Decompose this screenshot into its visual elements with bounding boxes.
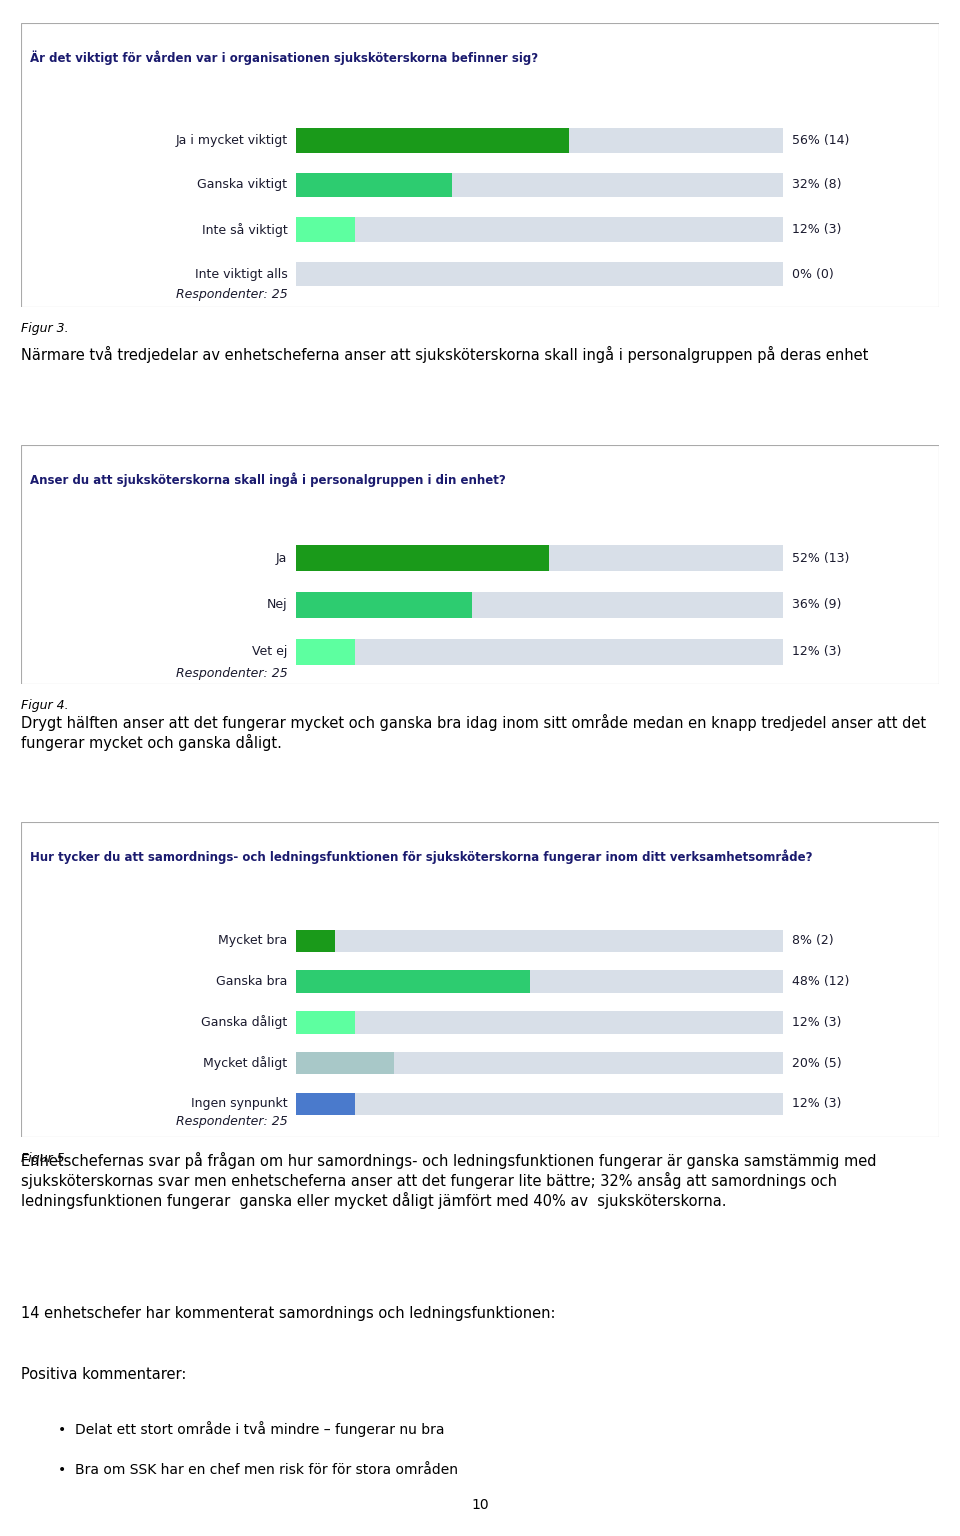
FancyBboxPatch shape xyxy=(297,127,569,152)
Text: 12% (3): 12% (3) xyxy=(792,1015,841,1029)
Text: •  Delat ett stort område i två mindre – fungerar nu bra: • Delat ett stort område i två mindre – … xyxy=(59,1421,444,1436)
Text: Enhetschefernas svar på frågan om hur samordnings- och ledningsfunktionen funger: Enhetschefernas svar på frågan om hur sa… xyxy=(21,1152,876,1209)
Text: 32% (8): 32% (8) xyxy=(792,178,842,192)
Text: Ja i mycket viktigt: Ja i mycket viktigt xyxy=(175,134,287,147)
FancyBboxPatch shape xyxy=(297,127,782,152)
FancyBboxPatch shape xyxy=(297,172,782,197)
Text: Figur 3.: Figur 3. xyxy=(21,323,69,335)
FancyBboxPatch shape xyxy=(297,591,471,617)
Text: Nej: Nej xyxy=(267,599,287,611)
Text: Ganska dåligt: Ganska dåligt xyxy=(201,1015,287,1029)
Text: Inte så viktigt: Inte så viktigt xyxy=(202,223,287,237)
Text: Är det viktigt för vården var i organisationen sjuksköterskorna befinner sig?: Är det viktigt för vården var i organisa… xyxy=(31,51,539,65)
Text: 14 enhetschefer har kommenterat samordnings och ledningsfunktionen:: 14 enhetschefer har kommenterat samordni… xyxy=(21,1306,556,1321)
FancyBboxPatch shape xyxy=(297,1052,394,1074)
Text: Ingen synpunkt: Ingen synpunkt xyxy=(191,1097,287,1111)
Text: 20% (5): 20% (5) xyxy=(792,1057,842,1069)
Text: Mycket dåligt: Mycket dåligt xyxy=(204,1057,287,1071)
FancyBboxPatch shape xyxy=(297,929,782,952)
Text: 12% (3): 12% (3) xyxy=(792,1097,841,1111)
Text: 52% (13): 52% (13) xyxy=(792,551,850,565)
Text: Figur 5.: Figur 5. xyxy=(21,1152,69,1164)
Text: 12% (3): 12% (3) xyxy=(792,645,841,659)
Text: Figur 4.: Figur 4. xyxy=(21,699,69,711)
FancyBboxPatch shape xyxy=(297,217,782,241)
FancyBboxPatch shape xyxy=(297,1011,355,1034)
FancyBboxPatch shape xyxy=(297,971,782,992)
Text: 36% (9): 36% (9) xyxy=(792,599,841,611)
FancyBboxPatch shape xyxy=(297,1092,355,1115)
FancyBboxPatch shape xyxy=(297,545,549,571)
Text: •  Bra om SSK har en chef men risk för för stora områden: • Bra om SSK har en chef men risk för fö… xyxy=(59,1462,458,1478)
FancyBboxPatch shape xyxy=(297,261,782,286)
Text: Positiva kommentarer:: Positiva kommentarer: xyxy=(21,1367,186,1382)
Text: 48% (12): 48% (12) xyxy=(792,975,850,988)
FancyBboxPatch shape xyxy=(297,545,782,571)
Text: Ganska viktigt: Ganska viktigt xyxy=(197,178,287,192)
Text: 8% (2): 8% (2) xyxy=(792,934,833,948)
Text: Närmare två tredjedelar av enhetscheferna anser att sjuksköterskorna skall ingå : Närmare två tredjedelar av enhetschefern… xyxy=(21,346,869,362)
Text: Ja: Ja xyxy=(276,551,287,565)
Text: Respondenter: 25: Respondenter: 25 xyxy=(176,287,287,301)
FancyBboxPatch shape xyxy=(297,971,530,992)
Text: 12% (3): 12% (3) xyxy=(792,223,841,237)
FancyBboxPatch shape xyxy=(297,1052,782,1074)
FancyBboxPatch shape xyxy=(297,929,335,952)
Text: Hur tycker du att samordnings- och ledningsfunktionen för sjuksköterskorna funge: Hur tycker du att samordnings- och ledni… xyxy=(31,849,813,863)
FancyBboxPatch shape xyxy=(297,591,782,617)
FancyBboxPatch shape xyxy=(297,172,452,197)
Text: 0% (0): 0% (0) xyxy=(792,267,834,281)
Text: Drygt hälften anser att det fungerar mycket och ganska bra idag inom sitt område: Drygt hälften anser att det fungerar myc… xyxy=(21,714,926,751)
Text: Mycket bra: Mycket bra xyxy=(218,934,287,948)
Text: Vet ej: Vet ej xyxy=(252,645,287,659)
FancyBboxPatch shape xyxy=(297,1092,782,1115)
Text: Respondenter: 25: Respondenter: 25 xyxy=(176,1115,287,1129)
FancyBboxPatch shape xyxy=(297,639,355,665)
Text: Ganska bra: Ganska bra xyxy=(216,975,287,988)
FancyBboxPatch shape xyxy=(297,1011,782,1034)
Text: 56% (14): 56% (14) xyxy=(792,134,850,147)
Text: Anser du att sjuksköterskorna skall ingå i personalgruppen i din enhet?: Anser du att sjuksköterskorna skall ingå… xyxy=(31,473,506,487)
FancyBboxPatch shape xyxy=(297,639,782,665)
FancyBboxPatch shape xyxy=(297,217,355,241)
Text: Respondenter: 25: Respondenter: 25 xyxy=(176,667,287,680)
Text: 10: 10 xyxy=(471,1498,489,1513)
Text: Inte viktigt alls: Inte viktigt alls xyxy=(195,267,287,281)
